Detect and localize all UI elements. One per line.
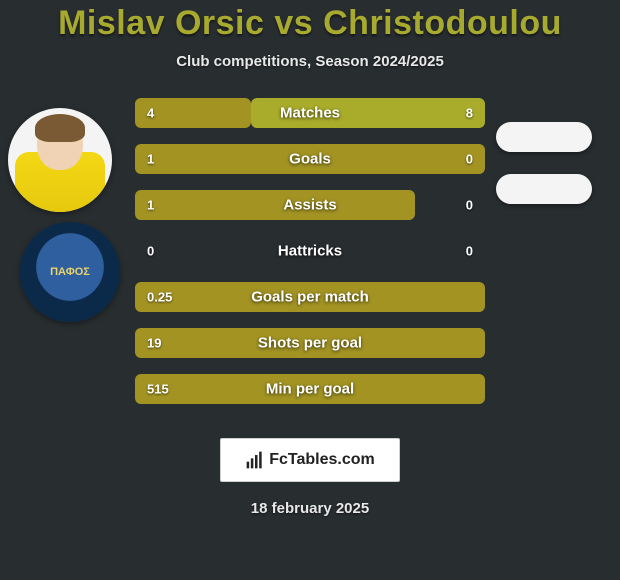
stat-row: 19 Shots per goal	[135, 328, 485, 358]
stat-label: Hattricks	[278, 243, 342, 260]
stat-row: 515 Min per goal	[135, 374, 485, 404]
stat-value-player1: 0.25	[147, 290, 172, 305]
chart-icon	[245, 450, 265, 470]
stat-label: Goals	[289, 151, 331, 168]
stat-row: 1 0 Goals	[135, 144, 485, 174]
page-subtitle: Club competitions, Season 2024/2025	[0, 53, 620, 70]
stat-row: 4 8 Matches	[135, 98, 485, 128]
page-title: Mislav Orsic vs Christodoulou	[0, 0, 620, 43]
site-logo[interactable]: FcTables.com	[220, 438, 400, 482]
stats-table: 4 8 Matches 1 0 Goals 1 0 Assists 0 0 Hattricks 0.25…	[135, 98, 485, 404]
stat-value-player1: 0	[147, 244, 154, 259]
player1-club-pill	[496, 122, 592, 152]
stat-value-player2: 0	[466, 152, 473, 167]
stat-row: 1 0 Assists	[135, 190, 485, 220]
stat-label: Goals per match	[251, 289, 369, 306]
stat-value-player2: 0	[466, 244, 473, 259]
player2-club-badge: ΠΑΦΟΣ	[20, 222, 120, 322]
stat-label: Min per goal	[266, 381, 354, 398]
stat-label: Assists	[283, 197, 336, 214]
stat-value-player1: 4	[147, 106, 154, 121]
site-name: FcTables.com	[269, 451, 375, 469]
stat-row: 0 0 Hattricks	[135, 236, 485, 266]
stat-value-player1: 1	[147, 198, 154, 213]
stat-row: 0.25 Goals per match	[135, 282, 485, 312]
stat-label: Matches	[280, 105, 340, 122]
player1-avatar	[8, 108, 112, 212]
stat-value-player2: 8	[466, 106, 473, 121]
stat-value-player2: 0	[466, 198, 473, 213]
footer-date: 18 february 2025	[251, 500, 369, 517]
stat-bar-player1	[135, 190, 415, 220]
stat-value-player1: 1	[147, 152, 154, 167]
player2-club-pill	[496, 174, 592, 204]
player2-badge-text: ΠΑΦΟΣ	[50, 266, 90, 278]
stat-value-player1: 515	[147, 382, 169, 397]
stat-label: Shots per goal	[258, 335, 362, 352]
stat-value-player1: 19	[147, 336, 161, 351]
